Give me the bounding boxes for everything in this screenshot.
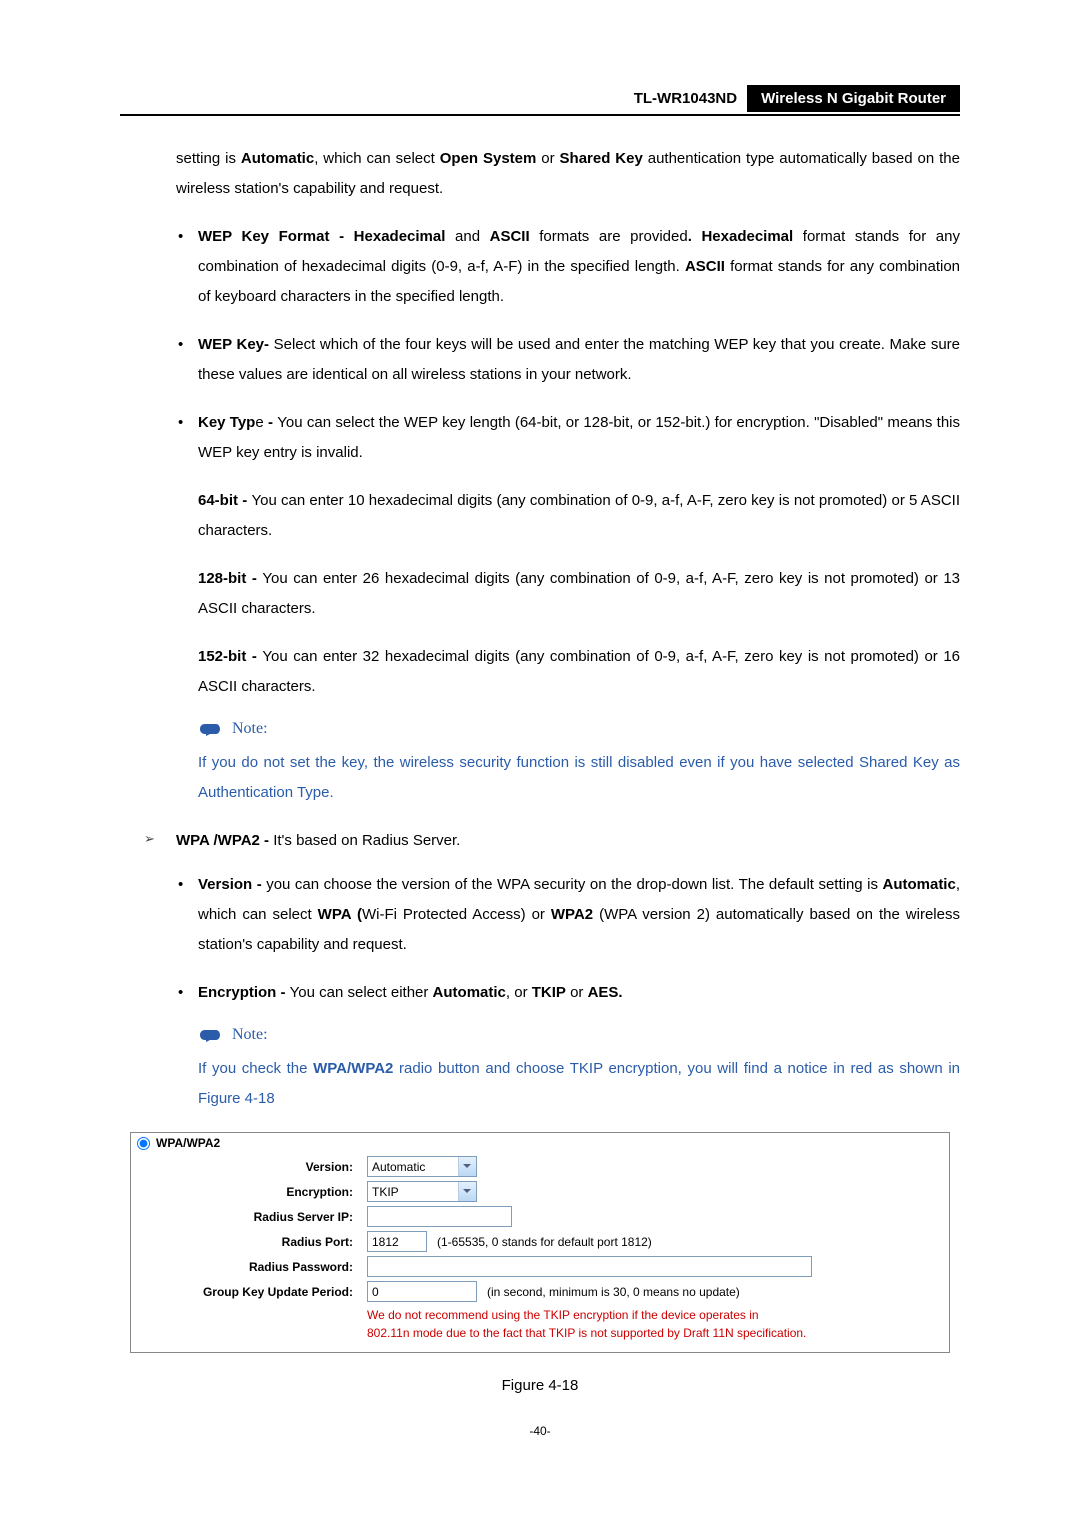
- input-radius-ip[interactable]: [367, 1206, 512, 1227]
- select-value: Automatic: [372, 1160, 425, 1174]
- header-model: TL-WR1043ND: [634, 85, 747, 112]
- txt-bold: TKIP: [532, 984, 566, 1001]
- txt-bold: Encryption -: [198, 984, 290, 1001]
- warning-line: We do not recommend using the TKIP encry…: [367, 1306, 943, 1324]
- txt-bold: ASCII: [490, 228, 530, 245]
- txt-bold: AES.: [588, 984, 623, 1001]
- txt-bold: . Hexadecimal: [688, 228, 794, 245]
- txt-bold: WEP Key-: [198, 336, 274, 353]
- row-version: Version: Automatic: [137, 1156, 943, 1177]
- para-128bit: 128-bit - You can enter 26 hexadecimal d…: [198, 564, 960, 624]
- txt: , which can select: [314, 150, 440, 167]
- label-encryption: Encryption:: [137, 1185, 367, 1199]
- row-encryption: Encryption: TKIP: [137, 1181, 943, 1202]
- warning-text: We do not recommend using the TKIP encry…: [367, 1306, 943, 1342]
- txt: It's based on Radius Server.: [273, 832, 460, 849]
- txt-bold: 64-bit -: [198, 492, 251, 509]
- txt-bold: Automatic: [241, 150, 314, 167]
- bullet-wep-format: WEP Key Format - Hexadecimal and ASCII f…: [176, 222, 960, 312]
- label-version: Version:: [137, 1160, 367, 1174]
- page-number: -40-: [120, 1424, 960, 1438]
- txt: or: [566, 984, 588, 1001]
- note-label: Note:: [232, 720, 268, 738]
- txt: , or: [506, 984, 532, 1001]
- txt-bold: WPA (: [318, 906, 362, 923]
- txt-bold: Hexadecimal: [354, 228, 446, 245]
- input-radius-port[interactable]: 1812: [367, 1231, 427, 1252]
- txt: e: [255, 414, 268, 431]
- txt: and: [445, 228, 489, 245]
- row-radius-port: Radius Port: 1812 (1-65535, 0 stands for…: [137, 1231, 943, 1252]
- para-152bit: 152-bit - You can enter 32 hexadecimal d…: [198, 642, 960, 702]
- radio-row: WPA/WPA2: [137, 1136, 943, 1150]
- bullet-encryption: Encryption - You can select either Autom…: [176, 978, 960, 1008]
- txt-bold: WPA /WPA2 -: [176, 832, 273, 849]
- warning-line: 802.11n mode due to the fact that TKIP i…: [367, 1324, 943, 1342]
- bullet-wep-key: WEP Key- Select which of the four keys w…: [176, 330, 960, 390]
- hand-icon: [198, 1027, 222, 1043]
- txt-bold: Automatic: [433, 984, 506, 1001]
- txt: You can enter 10 hexadecimal digits (any…: [198, 492, 960, 539]
- txt: or: [536, 150, 559, 167]
- note-label: Note:: [232, 1026, 268, 1044]
- input-value: 1812: [372, 1235, 399, 1249]
- note-text-2: If you check the WPA/WPA2 radio button a…: [198, 1054, 960, 1114]
- bullet-key-type: Key Type - You can select the WEP key le…: [176, 408, 960, 468]
- note-text-1: If you do not set the key, the wireless …: [198, 748, 960, 808]
- header-title: Wireless N Gigabit Router: [747, 85, 960, 112]
- txt: You can select the WEP key length (64-bi…: [198, 414, 960, 461]
- hint-group-key: (in second, minimum is 30, 0 means no up…: [487, 1285, 740, 1299]
- txt-bold: 152-bit -: [198, 648, 262, 665]
- txt-bold: -: [257, 876, 267, 893]
- txt: You can enter 26 hexadecimal digits (any…: [198, 570, 960, 617]
- txt-bold: -: [268, 414, 277, 431]
- figure-caption: Figure 4-18: [120, 1377, 960, 1394]
- label-radius-ip: Radius Server IP:: [137, 1210, 367, 1224]
- txt-bold: WPA/WPA2: [313, 1060, 393, 1077]
- radio-label: WPA/WPA2: [156, 1136, 220, 1150]
- txt: You can enter 32 hexadecimal digits (any…: [198, 648, 960, 695]
- txt-bold: Shared Key: [560, 150, 643, 167]
- wpa-radio[interactable]: [137, 1137, 150, 1150]
- select-version[interactable]: Automatic: [367, 1156, 477, 1177]
- input-value: 0: [372, 1285, 379, 1299]
- txt-bold: Version: [198, 876, 257, 893]
- txt-bold: WEP Key Format: [198, 228, 339, 245]
- input-group-key[interactable]: 0: [367, 1281, 477, 1302]
- txt-bold: Open System: [440, 150, 537, 167]
- txt: you can choose the version of the WPA se…: [266, 876, 882, 893]
- bullet-version: Version - you can choose the version of …: [176, 870, 960, 960]
- note-heading-2: Note:: [198, 1026, 960, 1044]
- para-64bit: 64-bit - You can enter 10 hexadecimal di…: [198, 486, 960, 546]
- txt-bold: 128-bit -: [198, 570, 262, 587]
- header-bar: TL-WR1043ND Wireless N Gigabit Router: [120, 85, 960, 116]
- row-group-key: Group Key Update Period: 0 (in second, m…: [137, 1281, 943, 1302]
- txt-bold: -: [339, 228, 354, 245]
- label-radius-pwd: Radius Password:: [137, 1260, 367, 1274]
- label-radius-port: Radius Port:: [137, 1235, 367, 1249]
- note-heading-1: Note:: [198, 720, 960, 738]
- txt-bold: ASCII: [685, 258, 725, 275]
- label-group-key: Group Key Update Period:: [137, 1285, 367, 1299]
- row-radius-ip: Radius Server IP:: [137, 1206, 943, 1227]
- txt: setting is: [176, 150, 241, 167]
- wpa-form-panel: WPA/WPA2 Version: Automatic Encryption: …: [130, 1132, 950, 1353]
- wpa-line: WPA /WPA2 - It's based on Radius Server.: [144, 826, 960, 856]
- select-value: TKIP: [372, 1185, 399, 1199]
- row-radius-pwd: Radius Password:: [137, 1256, 943, 1277]
- txt: If you check the: [198, 1060, 313, 1077]
- txt-bold: Automatic: [882, 876, 955, 893]
- select-encryption[interactable]: TKIP: [367, 1181, 477, 1202]
- txt: You can select either: [290, 984, 433, 1001]
- txt: Select which of the four keys will be us…: [198, 336, 960, 383]
- intro-paragraph: setting is Automatic, which can select O…: [176, 144, 960, 204]
- input-radius-pwd[interactable]: [367, 1256, 812, 1277]
- txt-bold: Key Typ: [198, 414, 255, 431]
- txt-bold: WPA2: [551, 906, 599, 923]
- hand-icon: [198, 721, 222, 737]
- txt: formats are provided: [530, 228, 688, 245]
- hint-radius-port: (1-65535, 0 stands for default port 1812…: [437, 1235, 652, 1249]
- txt: Wi-Fi Protected Access) or: [362, 906, 551, 923]
